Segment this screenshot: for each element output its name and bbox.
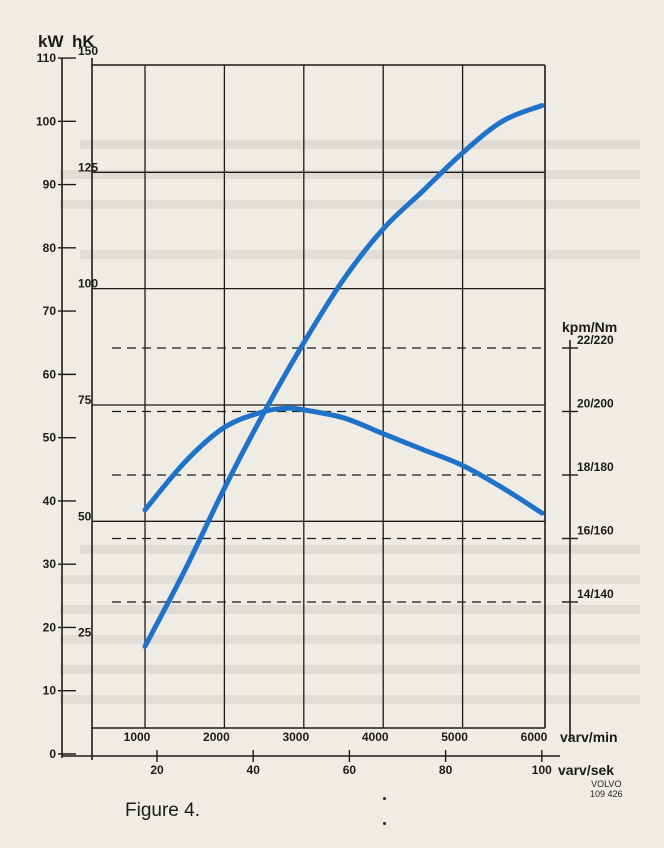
rpm-tick-label: 6000 — [521, 730, 548, 744]
brand-name: VOLVO — [591, 779, 622, 789]
kw-tick-label: 30 — [43, 557, 57, 571]
kw-tick-label: 80 — [43, 241, 57, 255]
power-curve — [142, 103, 545, 649]
rps-tick-label: 100 — [532, 763, 552, 777]
torque-curve — [142, 405, 545, 516]
unit-hk-label: hK — [72, 32, 95, 51]
torque-tick-label: 20/200 — [577, 397, 614, 411]
rpm-tick-label: 5000 — [441, 730, 468, 744]
kw-tick-label: 100 — [36, 114, 56, 128]
axis-labels: 1101009080706050403020100150125100755025… — [36, 32, 618, 778]
rps-tick-label: 20 — [150, 763, 164, 777]
figure-caption: Figure 4. — [125, 800, 200, 821]
hk-tick-label: 50 — [78, 509, 92, 523]
kw-tick-label: 110 — [37, 51, 57, 65]
rps-tick-label: 40 — [247, 763, 261, 777]
kw-tick-label: 50 — [43, 431, 57, 445]
torque-tick-label: 14/140 — [577, 587, 614, 601]
hk-tick-label: 150 — [78, 44, 98, 58]
kw-tick-label: 20 — [43, 620, 57, 634]
rps-tick-label: 60 — [343, 763, 357, 777]
kw-tick-label: 0 — [49, 747, 56, 761]
rpm-tick-label: 4000 — [362, 730, 389, 744]
unit-rpm-label: varv/min — [560, 729, 618, 745]
torque-tick-label: 22/220 — [577, 333, 614, 347]
rps-tick-label: 80 — [439, 763, 453, 777]
kw-tick-label: 10 — [43, 684, 57, 698]
unit-torque-label: kpm/Nm — [562, 319, 617, 335]
kw-tick-label: 90 — [43, 178, 57, 192]
brand-code: VOLVO 109 426 — [590, 779, 623, 799]
kw-tick-label: 70 — [43, 304, 57, 318]
kw-tick-label: 40 — [43, 494, 57, 508]
grid-lines — [92, 64, 546, 729]
unit-rps-label: varv/sek — [558, 762, 614, 778]
speck-mark — [383, 797, 386, 800]
rpm-tick-label: 1000 — [124, 730, 151, 744]
kw-tick-label: 60 — [43, 367, 57, 381]
axes — [58, 57, 578, 762]
hk-tick-label: 100 — [78, 277, 98, 291]
curves — [142, 103, 545, 649]
torque-tick-label: 18/180 — [577, 460, 614, 474]
hk-tick-label: 125 — [78, 160, 98, 174]
rpm-tick-label: 2000 — [203, 730, 230, 744]
hk-tick-label: 75 — [78, 393, 92, 407]
unit-kw-label: kW — [38, 32, 64, 51]
rpm-tick-label: 3000 — [282, 730, 309, 744]
brand-number: 109 426 — [590, 789, 623, 799]
speck-mark — [383, 822, 386, 825]
torque-tick-label: 16/160 — [577, 524, 614, 538]
hk-tick-label: 25 — [78, 626, 92, 640]
